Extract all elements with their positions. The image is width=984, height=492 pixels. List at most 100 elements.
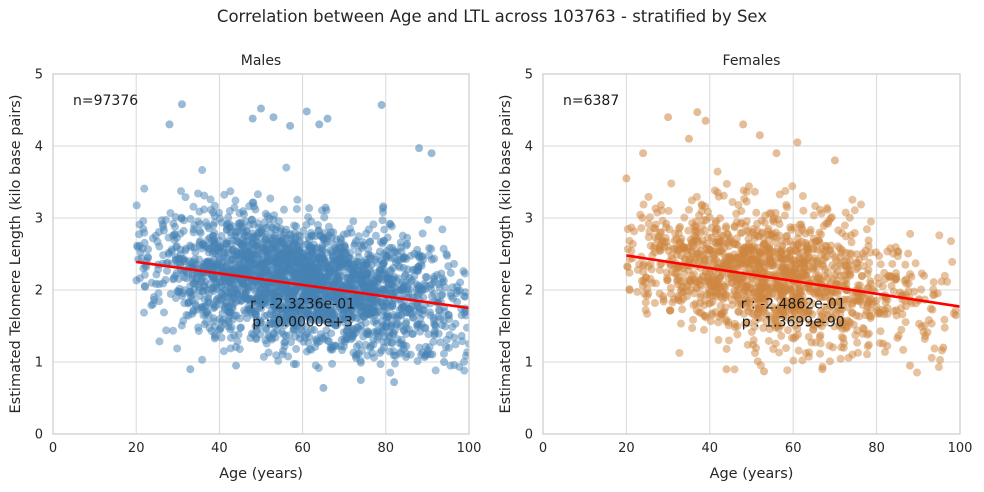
data-point (743, 340, 752, 349)
y-axis-label: Estimated Telomere Length (kilo base pai… (498, 95, 514, 414)
panel-females: 0 20 40 60 80 100 0 1 2 3 4 5 Females Age (years) Esti… (498, 53, 972, 482)
data-point (442, 250, 451, 259)
data-point (261, 230, 270, 239)
data-point (402, 239, 411, 248)
data-point (788, 182, 797, 191)
data-point (451, 340, 460, 349)
data-point (777, 292, 786, 301)
data-point (161, 215, 170, 224)
data-point (727, 295, 736, 304)
data-point (205, 233, 214, 242)
data-point (805, 287, 814, 296)
data-point (703, 233, 712, 242)
data-point (221, 285, 230, 294)
data-point (170, 235, 179, 244)
data-point (904, 249, 913, 258)
data-point (772, 310, 781, 319)
data-point (750, 187, 759, 196)
data-point (402, 329, 411, 338)
data-point (728, 198, 737, 207)
data-point (185, 287, 194, 296)
data-point (244, 263, 253, 272)
data-point (171, 293, 180, 302)
data-point (836, 305, 845, 314)
data-point (214, 294, 223, 303)
data-point (722, 344, 731, 353)
data-point (917, 285, 926, 294)
data-point (421, 273, 430, 282)
y-tick-label: 4 (525, 140, 533, 155)
data-point (936, 355, 945, 364)
data-point (200, 191, 209, 200)
data-point (828, 249, 837, 258)
data-point (241, 217, 250, 226)
data-point (746, 303, 755, 312)
data-point (264, 331, 273, 340)
data-point (864, 236, 873, 245)
data-point (444, 310, 453, 319)
data-point (851, 331, 860, 340)
data-point (416, 259, 425, 268)
data-point (402, 319, 411, 328)
data-point (179, 255, 188, 264)
data-point (309, 286, 318, 295)
data-point (719, 249, 728, 258)
data-point (358, 261, 367, 270)
data-point (357, 346, 366, 355)
data-point (801, 265, 810, 274)
data-point (700, 226, 709, 235)
data-point (252, 315, 261, 324)
data-point (943, 277, 952, 286)
data-point (358, 238, 367, 247)
data-point (319, 383, 328, 392)
data-point (705, 291, 714, 300)
data-point (305, 204, 314, 213)
data-point (641, 298, 650, 307)
data-point (372, 258, 381, 267)
data-point (328, 359, 337, 368)
data-point (460, 357, 469, 366)
x-tick-label: 60 (294, 441, 311, 456)
data-point (834, 242, 843, 251)
data-point (198, 166, 207, 175)
data-point (349, 275, 358, 284)
data-point (210, 334, 219, 343)
data-point (797, 220, 806, 229)
data-point (771, 339, 780, 348)
data-point (262, 325, 271, 334)
data-point (730, 286, 739, 295)
data-point (253, 259, 262, 268)
data-point (812, 264, 821, 273)
data-point (403, 233, 412, 242)
data-point (292, 204, 301, 213)
data-point (378, 216, 387, 225)
data-point (424, 330, 433, 339)
data-point (772, 280, 781, 289)
data-point (844, 269, 853, 278)
data-point (323, 114, 332, 123)
data-point (676, 319, 685, 328)
data-point (284, 352, 293, 361)
data-point (270, 233, 279, 242)
data-point (307, 276, 316, 285)
data-point (148, 300, 157, 309)
data-point (159, 308, 168, 317)
data-point (791, 246, 800, 255)
data-point (292, 344, 301, 353)
data-point (232, 228, 241, 237)
data-point (132, 201, 141, 210)
data-point (872, 296, 881, 305)
data-point (625, 268, 634, 277)
data-point (262, 239, 271, 248)
data-point (456, 278, 465, 287)
data-point (777, 255, 786, 264)
data-point (294, 248, 303, 257)
data-point (402, 350, 411, 359)
data-point (373, 252, 382, 261)
data-point (302, 107, 311, 116)
data-point (206, 195, 215, 204)
data-point (873, 273, 882, 282)
data-point (927, 319, 936, 328)
data-point (714, 238, 723, 247)
data-point (279, 330, 288, 339)
